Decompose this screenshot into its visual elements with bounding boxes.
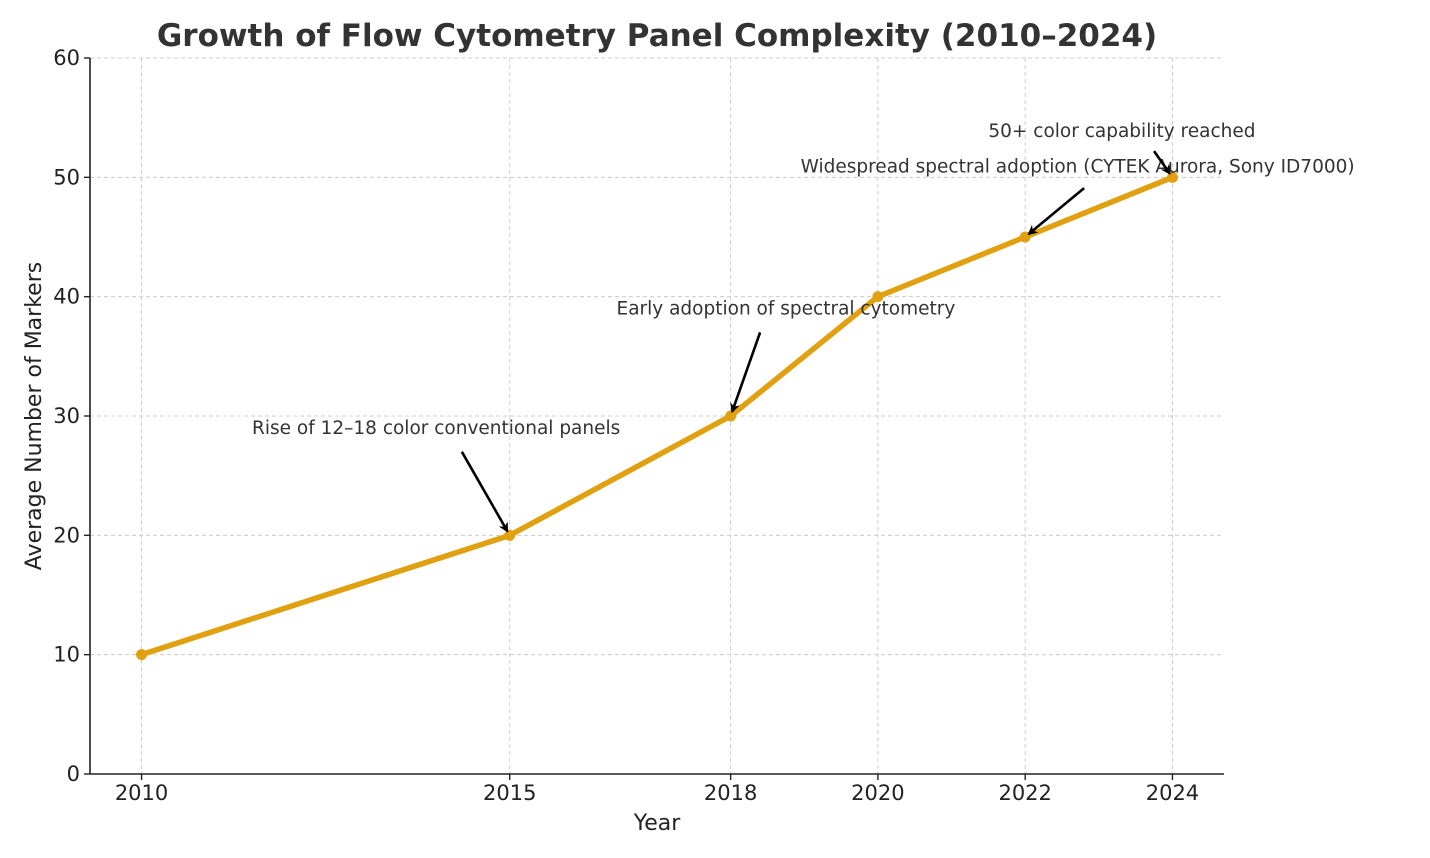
data-point (872, 291, 884, 303)
x-tick-label: 2015 (483, 781, 536, 805)
series-line (138, 174, 1176, 658)
annotation-label: Widespread spectral adoption (CYTEK Auro… (801, 157, 1355, 178)
annotation-label: 50+ color capability reached (988, 121, 1255, 142)
annotation-arrow (460, 451, 509, 533)
y-axis-label: Average Number of Markers (22, 262, 47, 570)
x-axis-label: Year (633, 811, 682, 836)
x-tick-label: 2018 (704, 781, 757, 805)
y-tick-label: 40 (53, 285, 80, 309)
y-tick-label: 50 (53, 165, 80, 189)
annotation-label: Rise of 12–18 color conventional panels (252, 418, 620, 439)
y-tick-label: 60 (53, 46, 80, 70)
data-point (136, 649, 148, 661)
data-point (725, 410, 737, 422)
annotation-arrow (1027, 187, 1085, 236)
x-tick-label: 2010 (115, 781, 168, 805)
data-point (504, 529, 516, 541)
annotation-label: Early adoption of spectral cytometry (617, 299, 956, 320)
tick-layer: 2010 2015 2018 2020 2022 2024 0 10 20 30 40 50 60 (53, 46, 1199, 805)
y-tick-label: 0 (67, 762, 80, 786)
x-tick-label: 2022 (998, 781, 1051, 805)
annotation-arrow (1152, 150, 1171, 175)
annotation-layer: Rise of 12–18 color conventional panels E… (252, 121, 1355, 533)
x-tick-label: 2024 (1146, 781, 1199, 805)
y-tick-label: 30 (53, 404, 80, 428)
annotation-arrow (730, 332, 762, 414)
y-tick-label: 20 (53, 523, 80, 547)
chart-title: Growth of Flow Cytometry Panel Complexit… (157, 18, 1157, 54)
x-tick-label: 2020 (851, 781, 904, 805)
y-tick-label: 10 (53, 643, 80, 667)
